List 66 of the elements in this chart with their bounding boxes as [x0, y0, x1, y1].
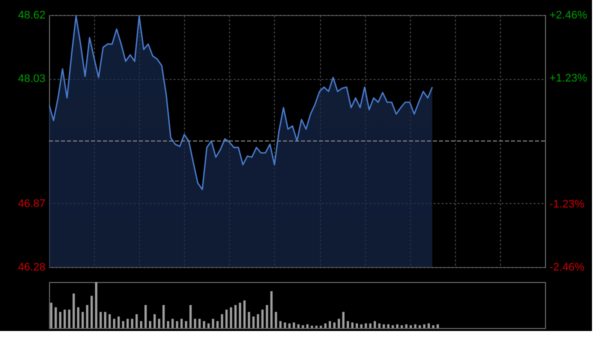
bar	[302, 325, 304, 328]
bar	[82, 312, 84, 328]
bar	[144, 305, 147, 328]
bar	[428, 323, 430, 328]
y-tick-label: 46.28	[18, 262, 46, 274]
bar	[346, 321, 349, 328]
y2-tick-label: +2.46%	[550, 10, 588, 22]
bar	[256, 314, 260, 328]
bar	[220, 314, 224, 328]
bar	[153, 314, 156, 328]
bar	[225, 310, 228, 328]
bar	[238, 302, 242, 328]
bar	[202, 321, 206, 328]
bar	[140, 321, 142, 328]
bar	[360, 324, 362, 328]
y-tick-label: 48.03	[18, 73, 46, 86]
bar	[418, 325, 421, 328]
bar	[95, 282, 98, 328]
bar	[423, 324, 426, 328]
bar	[392, 325, 394, 328]
bar	[356, 323, 358, 328]
bar	[136, 314, 138, 328]
y-tick-label: 48.62	[18, 10, 46, 22]
bar	[100, 312, 102, 328]
bar	[369, 323, 372, 328]
bar	[216, 321, 219, 328]
bar	[387, 324, 390, 328]
bar	[104, 312, 106, 328]
bar	[148, 321, 152, 328]
bar	[374, 321, 376, 328]
bar	[328, 321, 332, 328]
bar	[122, 321, 124, 328]
bar	[118, 316, 120, 328]
bar	[113, 318, 116, 328]
y-tick-label: 46.87	[18, 198, 46, 210]
bar	[126, 318, 129, 328]
bar	[176, 321, 178, 328]
bar	[396, 324, 398, 328]
bar	[364, 323, 367, 328]
bar	[378, 323, 380, 328]
bar	[400, 325, 403, 328]
bar	[108, 314, 111, 328]
bar	[351, 322, 354, 328]
bar	[432, 325, 434, 328]
bar	[131, 318, 134, 328]
bar	[414, 324, 416, 328]
bar	[405, 324, 408, 328]
bar	[54, 307, 57, 328]
bar	[279, 321, 282, 328]
bar	[90, 296, 93, 328]
bar	[436, 324, 439, 328]
y2-tick-label: +1.23%	[550, 72, 588, 84]
bar	[86, 305, 88, 328]
y2-tick-label: -1.23%	[550, 198, 585, 210]
bar	[59, 312, 62, 328]
bar	[382, 324, 385, 328]
bar	[68, 310, 70, 328]
bar	[410, 325, 412, 328]
bar	[166, 321, 170, 328]
bar	[184, 321, 188, 328]
bar	[50, 302, 52, 328]
bar	[72, 294, 75, 328]
y2-tick-label: -2.46%	[550, 262, 585, 274]
bar	[261, 310, 264, 328]
bar	[64, 310, 66, 328]
bar	[77, 307, 80, 328]
